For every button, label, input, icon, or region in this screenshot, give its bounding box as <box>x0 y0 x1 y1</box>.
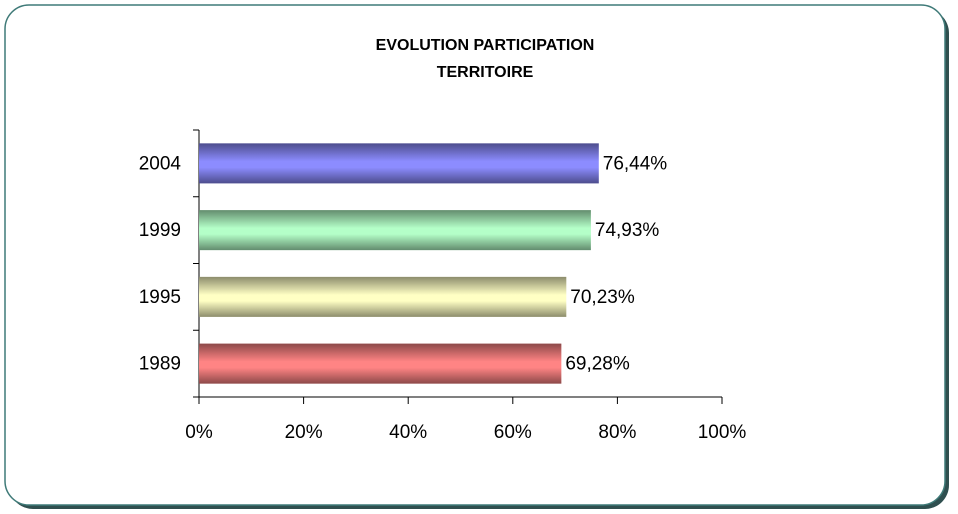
data-label: 76,44% <box>603 153 668 174</box>
bar-shading <box>199 143 599 184</box>
x-tick-label: 0% <box>185 422 213 443</box>
x-tick-label: 60% <box>494 422 532 443</box>
x-tick-label: 20% <box>285 422 323 443</box>
bar-shading <box>199 210 591 251</box>
chart-title: TERRITOIRE <box>437 64 534 81</box>
data-label: 69,28% <box>565 354 630 375</box>
y-tick-label: 1995 <box>139 287 181 308</box>
y-tick-label: 1999 <box>139 220 181 241</box>
x-tick-label: 40% <box>389 422 427 443</box>
bar-shading <box>199 276 567 317</box>
x-tick-label: 80% <box>598 422 636 443</box>
y-tick-label: 1989 <box>139 354 181 375</box>
x-tick-label: 100% <box>698 422 747 443</box>
chart-title: EVOLUTION PARTICIPATION <box>376 37 595 54</box>
y-tick-label: 2004 <box>139 153 182 174</box>
data-label: 70,23% <box>570 287 635 308</box>
bar-shading <box>199 343 562 384</box>
data-label: 74,93% <box>595 220 660 241</box>
